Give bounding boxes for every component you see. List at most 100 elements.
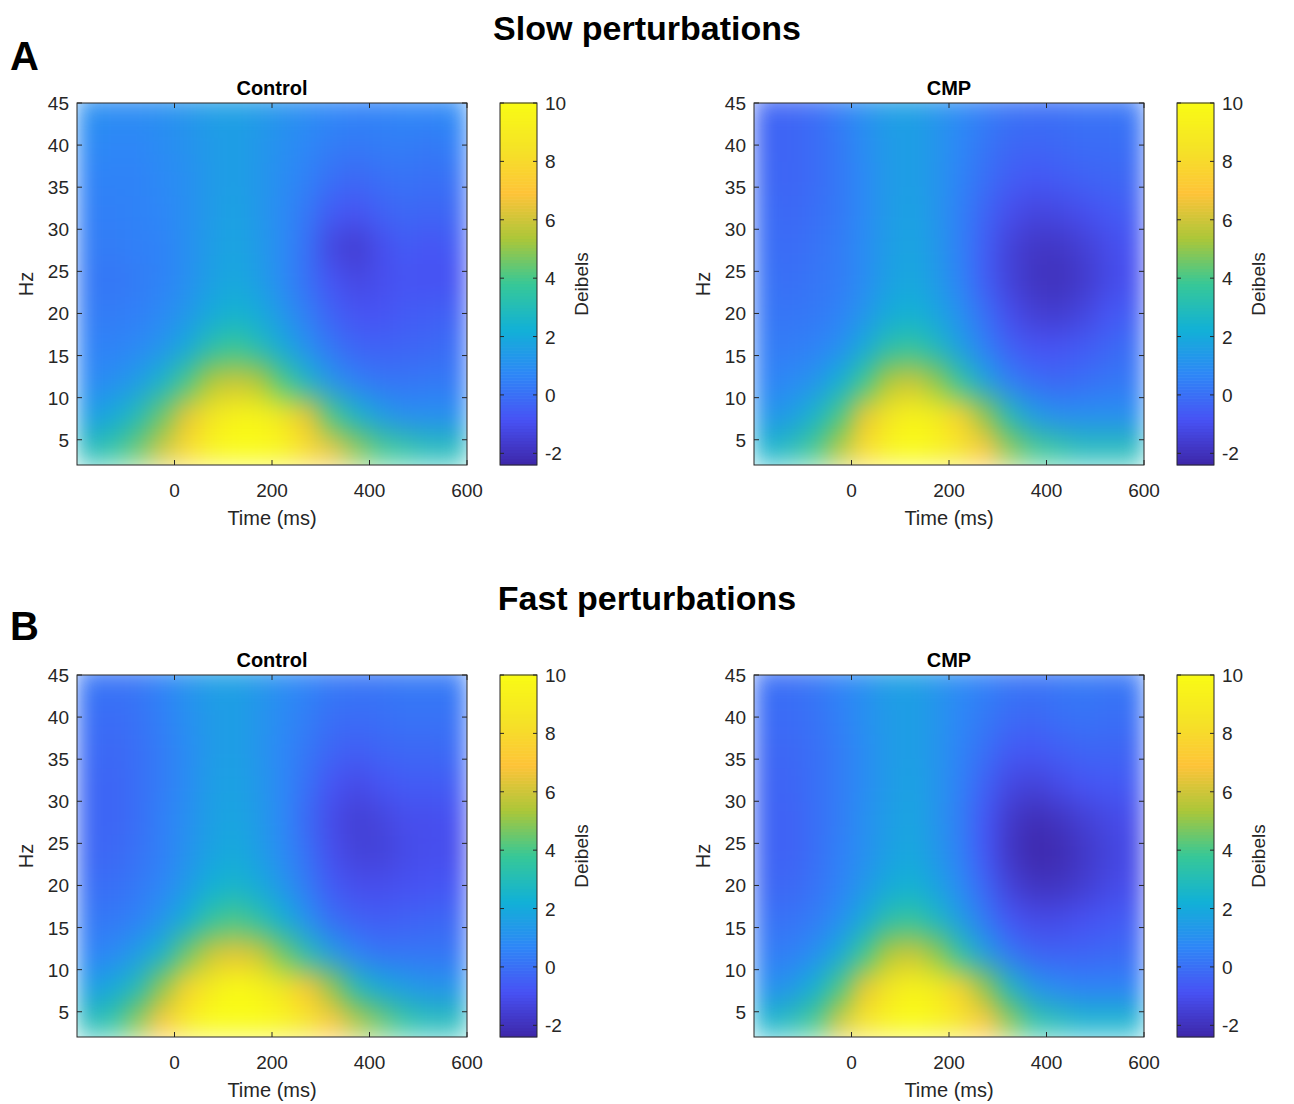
heatmap-cell <box>875 868 900 903</box>
heatmap-cell <box>997 397 1022 432</box>
heatmap-cell <box>827 330 852 365</box>
x-tick-label: 200 <box>933 1052 965 1073</box>
heatmap-cell <box>949 103 974 129</box>
colorbar-tick <box>1210 453 1214 454</box>
y-tick-label: 30 <box>725 791 746 812</box>
heatmap-cell <box>77 1003 102 1037</box>
heatmap-cell <box>851 1003 876 1037</box>
colorbar-tick <box>500 219 504 220</box>
x-tick <box>1144 103 1145 108</box>
heatmap-cell <box>125 431 150 465</box>
x-tick <box>1144 1032 1145 1037</box>
heatmap-cell <box>754 675 779 701</box>
heatmap-cell <box>247 834 272 869</box>
heatmap-cell <box>345 733 370 768</box>
heatmap-cell <box>924 834 949 869</box>
heatmap-cell <box>997 969 1022 1004</box>
heatmap-cell <box>851 935 876 970</box>
heatmap-cell <box>1046 161 1071 196</box>
heatmap-cell <box>247 229 272 264</box>
heatmap-cell <box>754 296 779 331</box>
heatmap-cell <box>77 161 102 196</box>
heatmap-cell <box>223 195 248 230</box>
heatmap-cell <box>77 700 102 735</box>
heatmap-cell <box>320 969 345 1004</box>
heatmap-cell <box>1022 195 1047 230</box>
x-tick-label: 400 <box>354 480 386 501</box>
heatmap-cell <box>125 296 150 331</box>
heatmap-cell <box>320 296 345 331</box>
heatmap-cell <box>125 103 150 129</box>
heatmap-cell <box>1095 700 1120 735</box>
heatmap-cell <box>802 103 827 129</box>
x-tick <box>174 460 175 465</box>
heatmap-cell <box>973 330 998 365</box>
y-tick <box>462 439 467 440</box>
colorbar-tick-label: -2 <box>1222 443 1239 464</box>
heatmap-cell <box>1046 767 1071 802</box>
heatmap-cell <box>125 675 150 701</box>
y-tick <box>1139 717 1144 718</box>
x-tick <box>369 675 370 680</box>
heatmap-cell <box>997 229 1022 264</box>
heatmap-cell <box>272 700 297 735</box>
heatmap-cell <box>247 868 272 903</box>
heatmap-cell <box>973 801 998 836</box>
colorbar-tick-label: 2 <box>1222 327 1233 348</box>
heatmap-cell <box>393 767 418 802</box>
heatmap-cell <box>247 969 272 1004</box>
heatmap-cell <box>875 834 900 869</box>
heatmap-cell <box>1022 935 1047 970</box>
heatmap-cell <box>754 868 779 903</box>
heatmap-cell <box>973 161 998 196</box>
heatmap-cell <box>754 363 779 398</box>
heatmap-cell <box>851 767 876 802</box>
heatmap-cell <box>875 262 900 297</box>
y-tick-label: 45 <box>48 93 69 114</box>
heatmap-cell <box>1046 128 1071 163</box>
heatmap-cell <box>77 733 102 768</box>
heatmap-cell <box>150 103 175 129</box>
heatmap-cell <box>198 733 223 768</box>
heatmap-cell <box>320 363 345 398</box>
heatmap-cell <box>997 834 1022 869</box>
heatmap-cell <box>296 195 321 230</box>
heatmap-cell <box>827 363 852 398</box>
colorbar-tick <box>1177 453 1181 454</box>
heatmap-cell <box>802 767 827 802</box>
colorbar-tick <box>533 453 537 454</box>
heatmap-cell <box>1070 397 1095 432</box>
heatmap-cell <box>973 969 998 1004</box>
heatmap-cell <box>875 330 900 365</box>
heatmap-cell <box>875 902 900 937</box>
heatmap-cell <box>1046 902 1071 937</box>
heatmap-cell <box>851 397 876 432</box>
heatmap-cell <box>101 969 126 1004</box>
colorbar-tick <box>1177 161 1181 162</box>
colorbar-tick-label: 4 <box>1222 840 1233 861</box>
heatmap-cell <box>754 431 779 465</box>
heatmap-cell <box>296 1003 321 1037</box>
heatmap-cell <box>345 431 370 465</box>
heatmap-cell <box>369 969 394 1004</box>
colorbar-tick-label: 8 <box>545 151 556 172</box>
heatmap-cell <box>924 801 949 836</box>
heatmap-cell <box>418 161 443 196</box>
colorbar-tick-label: 6 <box>545 210 556 231</box>
y-tick-label: 10 <box>48 388 69 409</box>
heatmap-cell <box>442 363 467 398</box>
colorbar-tick <box>500 675 504 676</box>
heatmap-cell <box>442 431 467 465</box>
y-tick-label: 10 <box>725 960 746 981</box>
x-tick-label: 200 <box>933 480 965 501</box>
heatmap-cell <box>1119 397 1144 432</box>
heatmap-cell <box>778 1003 803 1037</box>
colorbar-gradient <box>500 103 537 466</box>
heatmap-cell <box>778 103 803 129</box>
heatmap-cell <box>223 431 248 465</box>
y-tick <box>77 187 82 188</box>
panel-title: Control <box>236 649 307 671</box>
y-tick <box>1139 229 1144 230</box>
heatmap-cell <box>272 397 297 432</box>
heatmap-cell <box>875 103 900 129</box>
